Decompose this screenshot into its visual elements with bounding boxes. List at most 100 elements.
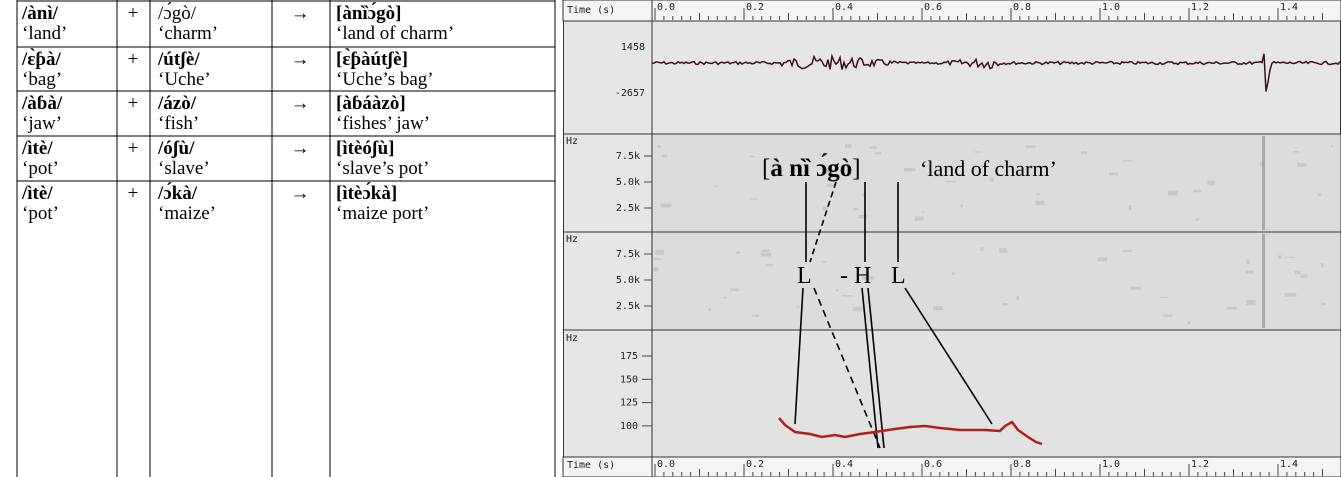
spectrogram-noise — [1278, 255, 1282, 258]
arrow: → — [291, 138, 310, 159]
spectrogram-tick-label: 2.5k — [616, 203, 640, 214]
arrow: → — [291, 49, 310, 70]
plus: + — [128, 183, 139, 204]
page: Time (s)Time (s)0.00.00.20.20.40.40.60.6… — [0, 0, 1341, 477]
spectrogram-noise — [714, 186, 718, 187]
spectrogram-noise — [1245, 270, 1254, 273]
time-tick-label: 1.2 — [1191, 459, 1209, 470]
gloss: ‘land’ — [22, 23, 67, 44]
spectrogram-noise — [870, 146, 877, 149]
spectrogram-noise — [1037, 193, 1040, 195]
form: [ìtèɔ́kà] — [336, 182, 397, 204]
spectrogram-noise — [736, 251, 740, 254]
gloss: ‘maize port’ — [336, 203, 429, 224]
spectrogram-noise — [750, 156, 755, 157]
spectrogram-noise — [1123, 250, 1132, 252]
time-label: Time (s) — [567, 5, 615, 16]
spectrogram-noise — [1195, 218, 1199, 220]
tone: L — [891, 263, 906, 289]
spectrogram-tick-label: 7.5k — [616, 249, 640, 260]
spectrogram-noise — [933, 306, 943, 310]
spectrogram-tick-label: 5.0k — [616, 275, 640, 286]
spectrogram-noise — [1321, 303, 1325, 305]
gloss: ‘maize’ — [158, 203, 216, 224]
plus: + — [128, 138, 139, 159]
time-label: Time (s) — [567, 460, 615, 471]
spectrogram-noise — [853, 208, 858, 211]
spectrogram-burst — [1262, 234, 1265, 328]
spectrogram-noise — [1331, 145, 1333, 147]
spectrogram-noise — [845, 144, 852, 148]
spectrogram-noise — [1163, 315, 1172, 318]
pitch-tick-label: 125 — [620, 398, 638, 409]
time-tick-label: 0.2 — [746, 2, 764, 13]
syllables: à nȉ ɔ́gò — [770, 153, 852, 182]
spectrogram-noise — [1321, 263, 1324, 267]
bracket: [ — [762, 155, 770, 182]
gloss: ‘fishes’ jaw’ — [336, 113, 430, 134]
time-tick-label: 1.4 — [1280, 2, 1298, 13]
form: [ɛ̀ƥàútʃè] — [336, 48, 408, 70]
spectrogram-noise — [1285, 293, 1297, 297]
spectrogram-noise — [922, 211, 925, 213]
spectrogram-noise — [1246, 259, 1249, 264]
form: /ìtè/ — [21, 183, 53, 204]
gloss: ‘pot’ — [22, 203, 59, 224]
spectrogram-noise — [1109, 173, 1118, 176]
spectrogram-noise — [1035, 200, 1044, 205]
hz-label: Hz — [566, 333, 578, 344]
form: /ànì/ — [21, 3, 59, 24]
spectrogram-noise — [749, 199, 758, 200]
form: /ázò/ — [157, 93, 197, 114]
plus: + — [128, 49, 139, 70]
bracket: ] — [852, 155, 860, 182]
gloss: ‘bag’ — [22, 69, 62, 90]
gloss: ‘Uche’ — [158, 69, 211, 90]
spectrogram-noise — [1301, 274, 1308, 278]
spectrogram-noise — [796, 306, 799, 307]
pitch-tick-label: 175 — [620, 351, 638, 362]
spectrogram-noise — [1123, 160, 1132, 161]
arrow: → — [291, 3, 310, 24]
spectrogram-noise — [1131, 287, 1141, 290]
spectrogram-noise — [974, 151, 981, 152]
spectrogram-noise — [1295, 271, 1301, 275]
plus: + — [128, 93, 139, 114]
spectrogram-noise — [1193, 190, 1201, 192]
spectrogram-tick-label: 2.5k — [616, 301, 640, 312]
form: [ànȉɔ́gò] — [336, 2, 401, 24]
spectrogram-noise — [904, 168, 915, 171]
gloss: ‘Uche’s bag’ — [336, 69, 434, 90]
spectrogram-tick-label: 5.0k — [616, 177, 640, 188]
gloss: ‘fish’ — [158, 113, 199, 134]
form: /ɔ́kà/ — [157, 182, 198, 204]
form: /ìtè/ — [21, 138, 53, 159]
time-tick-label: 0.2 — [746, 459, 764, 470]
spectrogram-noise — [730, 288, 738, 291]
spectrogram-noise — [654, 258, 662, 259]
arrow: → — [291, 183, 310, 204]
spectrogram-noise — [1081, 151, 1087, 154]
spectrogram-noise — [1284, 257, 1294, 258]
spectrogram-noise — [875, 152, 881, 154]
time-tick-label: 0.8 — [1013, 459, 1031, 470]
spectrogram-noise — [980, 247, 983, 251]
spectrogram-noise — [1187, 321, 1190, 324]
pitch-tick-label: 100 — [620, 421, 638, 432]
spectrogram-noise — [1297, 163, 1306, 167]
spectrogram-noise — [960, 205, 963, 208]
gloss: ‘slave’ — [158, 158, 210, 179]
spectrogram-noise — [723, 297, 727, 298]
time-tick-label: 0.0 — [657, 459, 675, 470]
spectrogram-noise — [836, 289, 838, 291]
gloss: ‘charm’ — [158, 23, 218, 44]
spectrogram-noise — [1003, 303, 1009, 305]
spectrogram-noise — [952, 272, 955, 274]
tone: L — [797, 263, 812, 289]
spectrogram-noise — [1317, 194, 1321, 196]
spectrogram-noise — [653, 267, 658, 271]
spectrogram-noise — [761, 253, 771, 257]
plus: + — [128, 3, 139, 24]
spectrogram-noise — [827, 184, 834, 187]
spectrogram-noise — [822, 261, 826, 263]
